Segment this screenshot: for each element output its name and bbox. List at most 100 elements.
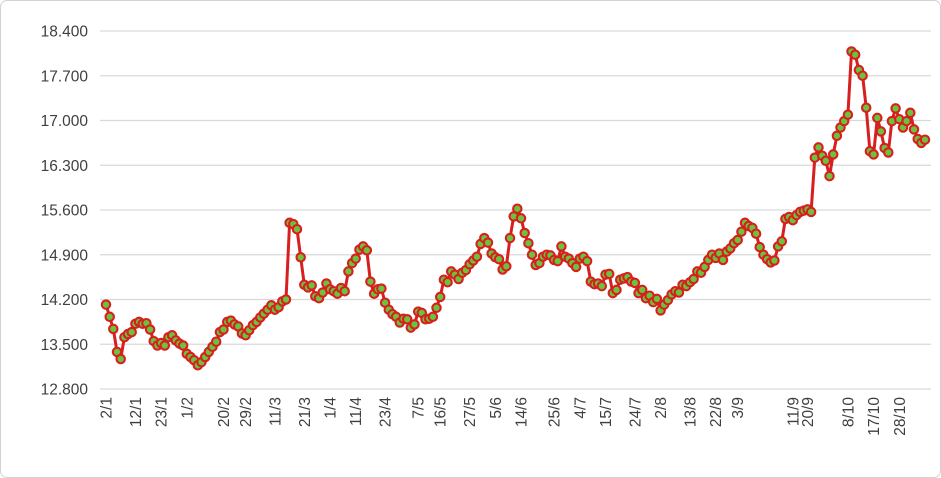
x-axis-tick-label: 27/5 [462, 397, 479, 427]
x-axis-tick-label: 11/9 [785, 397, 802, 426]
data-point-marker [849, 49, 861, 60]
data-point-marker [651, 293, 663, 305]
data-point-marker [556, 241, 567, 252]
x-axis-tick-label: 4/7 [572, 397, 589, 419]
data-point-marker [306, 280, 317, 291]
data-point-marker [890, 103, 901, 114]
data-point-marker [501, 261, 512, 272]
data-point-marker [875, 126, 887, 137]
data-point-marker [596, 280, 608, 292]
y-axis-tick-label: 14.900 [41, 247, 89, 264]
data-point-marker [905, 107, 916, 119]
x-axis-tick-label: 2/8 [653, 397, 670, 419]
data-point-marker [831, 130, 843, 142]
data-point-marker [813, 142, 824, 153]
x-axis-tick-label: 16/5 [433, 397, 450, 427]
y-axis-tick-label: 12.800 [41, 382, 89, 399]
x-axis-tick-label: 8/10 [840, 397, 857, 428]
data-point-marker [100, 299, 112, 310]
data-point-marker [629, 277, 641, 289]
data-point-marker [603, 268, 615, 280]
data-point-marker [361, 245, 373, 256]
data-point-marker [776, 236, 788, 247]
data-point-marker [732, 234, 743, 246]
data-point-marker [824, 170, 835, 182]
data-point-marker [519, 227, 530, 239]
data-point-marker [581, 255, 593, 267]
data-point-marker [827, 149, 839, 160]
data-point-marker [908, 124, 920, 135]
data-point-marker [868, 149, 879, 160]
x-axis-tick-label: 13/8 [682, 397, 699, 427]
data-point-marker [295, 252, 306, 263]
data-point-marker [471, 251, 483, 262]
x-axis-tick-label: 3/9 [730, 397, 747, 419]
data-point-marker [409, 319, 420, 330]
data-point-marker [104, 311, 115, 323]
data-point-marker [857, 70, 868, 81]
x-axis-tick-label: 20/9 [800, 397, 817, 427]
x-axis-tick-label: 14/6 [514, 397, 531, 427]
data-point-marker [493, 253, 505, 265]
x-axis-tick-label: 1/2 [179, 397, 196, 419]
data-point-marker [504, 232, 516, 244]
x-axis-tick-label: 5/6 [488, 397, 505, 419]
data-point-marker [108, 323, 119, 335]
data-point-marker [339, 285, 350, 297]
data-point-marker [820, 155, 832, 167]
data-point-marker [431, 302, 442, 314]
data-point-marker [343, 266, 354, 277]
x-axis-tick-label: 28/10 [892, 397, 909, 436]
data-point-marker [805, 206, 817, 218]
data-point-marker [636, 284, 648, 296]
y-axis-tick-label: 13.500 [41, 337, 89, 354]
y-axis-tick-label: 17.700 [41, 68, 89, 85]
x-axis-tick-label: 25/6 [547, 397, 564, 427]
data-point-marker [872, 112, 883, 124]
data-point-marker [769, 255, 780, 266]
data-point-marker [177, 340, 189, 351]
data-point-marker [512, 203, 523, 214]
x-axis-tick-label: 1/4 [323, 397, 340, 419]
y-axis-tick-label: 17.000 [41, 113, 89, 130]
data-point-marker [515, 213, 527, 224]
data-point-marker [376, 283, 387, 294]
data-point-marker [750, 228, 762, 239]
x-axis-tick-label: 23/1 [154, 397, 171, 427]
data-point-marker [442, 276, 453, 288]
x-axis-tick-label: 21/3 [297, 397, 314, 427]
x-axis-tick-label: 29/2 [238, 397, 255, 427]
y-axis-tick-label: 14.200 [41, 292, 89, 309]
data-point-marker [717, 254, 729, 266]
data-point-marker [291, 223, 303, 235]
x-axis-tick-label: 2/1 [99, 397, 116, 419]
data-point-marker [860, 102, 872, 113]
x-axis-tick-label: 20/2 [216, 397, 233, 427]
data-point-marker [482, 237, 494, 248]
x-axis-tick-label: 12/1 [128, 397, 145, 427]
data-point-marker [144, 324, 156, 335]
data-point-marker [919, 134, 931, 145]
data-point-marker [552, 255, 563, 267]
data-point-marker [842, 109, 854, 120]
data-point-marker [365, 276, 376, 287]
y-axis-tick-label: 18.400 [41, 24, 89, 41]
x-axis-tick-label: 7/5 [411, 397, 428, 419]
data-point-marker [736, 226, 747, 237]
data-point-marker [434, 291, 446, 303]
data-point-marker [280, 294, 292, 305]
data-point-marker [350, 253, 361, 264]
data-point-marker [210, 336, 222, 347]
x-axis-tick-label: 23/4 [378, 397, 395, 428]
data-point-marker [401, 314, 413, 325]
x-axis-tick-label: 22/8 [708, 397, 725, 427]
data-point-marker [611, 284, 622, 296]
data-point-marker [901, 115, 912, 127]
x-axis-tick-label: 15/7 [598, 397, 615, 427]
y-axis-tick-label: 15.600 [41, 203, 89, 220]
data-point-marker [126, 326, 137, 338]
data-point-marker [570, 261, 582, 273]
y-axis-tick-label: 16.300 [41, 158, 89, 175]
